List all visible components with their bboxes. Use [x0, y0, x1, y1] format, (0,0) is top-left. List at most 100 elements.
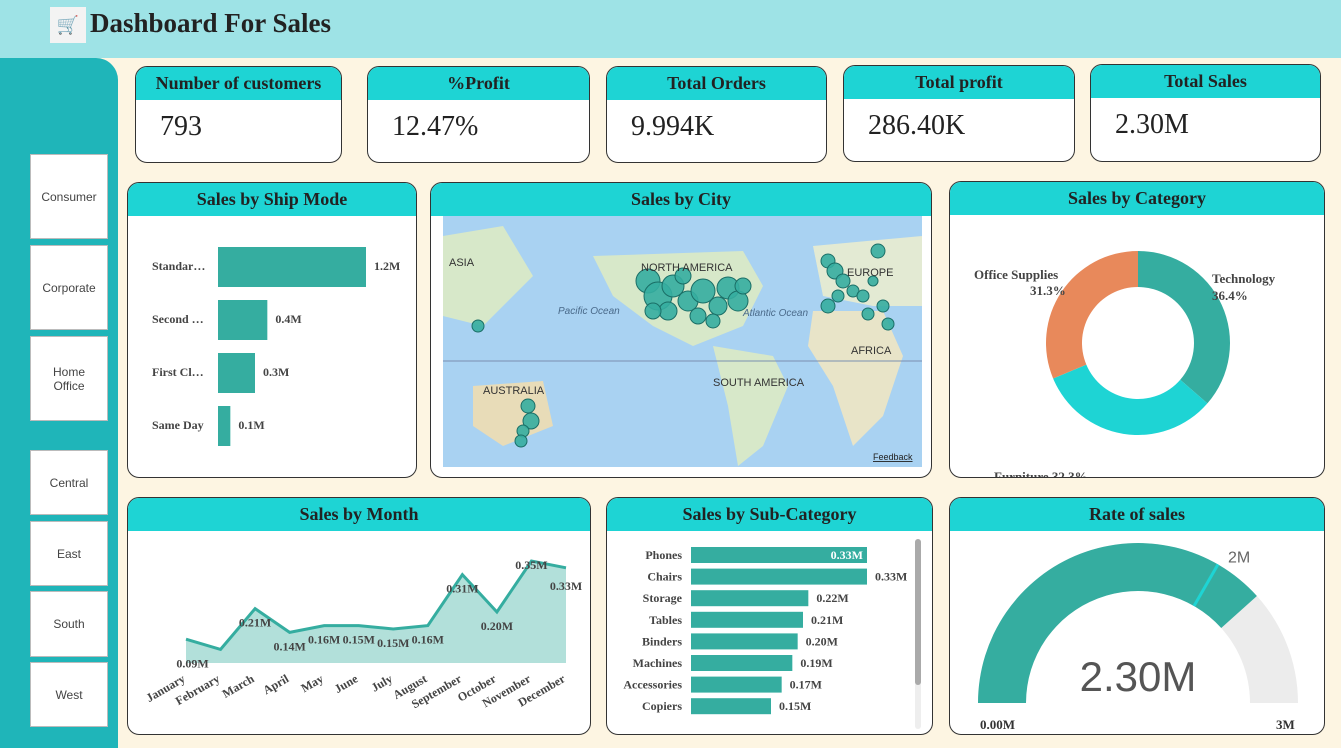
slicer-south[interactable]: South: [30, 591, 108, 657]
map-label-africa: AFRICA: [851, 345, 892, 357]
bar: [691, 633, 798, 650]
area-fill: [186, 561, 566, 663]
slicer-east[interactable]: East: [30, 521, 108, 586]
city-bubble: [644, 302, 662, 320]
chart-title: Sales by Ship Mode: [128, 183, 416, 216]
data-label: 0.31M: [446, 582, 478, 596]
bar: [218, 300, 268, 340]
slice-value-office-supplies: 31.3%: [1030, 283, 1066, 298]
city-bubble: [520, 398, 536, 414]
city-bubble: [705, 313, 721, 329]
city-bubble: [867, 275, 879, 287]
bar-category-label: Accessories: [623, 678, 682, 692]
data-label: 0.20M: [481, 619, 513, 633]
bar-category-label: Storage: [643, 591, 683, 605]
bar-category-label: Binders: [642, 634, 682, 648]
bar-value-label: 0.3M: [263, 365, 289, 379]
slice-label-office-supplies: Office Supplies: [974, 267, 1058, 282]
donut-slice-technology: [1138, 251, 1230, 404]
slicer-home-office[interactable]: Home Office: [30, 336, 108, 421]
sub-category-svg: Phones 0.33M Chairs 0.33M Storage 0.22M Tables…: [623, 539, 921, 729]
gauge-svg: 2M 2.30M 0.00M 3M: [978, 543, 1298, 732]
slicer-west[interactable]: West: [30, 662, 108, 727]
bar: [691, 547, 867, 563]
kpi-total-orders: Total Orders 9.994K: [606, 66, 827, 163]
chart-title: Sales by Sub-Category: [607, 498, 932, 531]
city-bubble: [674, 267, 692, 285]
header: 🛒 Dashboard For Sales: [0, 0, 1341, 58]
bar-value-label: 0.21M: [811, 613, 843, 627]
donut-slice-furniture: [1053, 364, 1208, 435]
city-bubble: [734, 277, 752, 295]
kpi-value: 2.30M: [1115, 109, 1189, 140]
gauge-min-label: 0.00M: [980, 717, 1015, 732]
chart-city-map: Sales by City NORTH AMERICA EUROPE ASIA …: [430, 182, 932, 478]
donut-slice-office-supplies: [1046, 251, 1138, 379]
gauge-target-label: 2M: [1228, 549, 1250, 566]
map-label-europe: EUROPE: [847, 267, 893, 279]
slicer-consumer[interactable]: Consumer: [30, 154, 108, 239]
bar-value-label: 1.2M: [374, 259, 400, 273]
data-label: 0.14M: [273, 639, 305, 653]
map-label-pacific: Pacific Ocean: [558, 306, 620, 317]
bar-category-label: Tables: [649, 613, 682, 627]
data-label: 0.16M: [308, 633, 340, 647]
map-label-south-america: SOUTH AMERICA: [713, 377, 805, 389]
city-bubble: [861, 307, 875, 321]
bar-value-label: 0.19M: [800, 656, 832, 670]
map-feedback-link[interactable]: Feedback: [873, 452, 913, 462]
map-label-north-america: NORTH AMERICA: [641, 262, 733, 274]
chart-category: Sales by Category Technology 36.4% Furnitu…: [949, 181, 1325, 478]
bar: [218, 353, 255, 393]
data-label: 0.16M: [412, 633, 444, 647]
bar-value-label: 0.22M: [816, 591, 848, 605]
kpi-value: 9.994K: [631, 111, 715, 142]
gauge-value: 2.30M: [1080, 653, 1197, 700]
slice-label-furniture: Furniture 32.3%: [994, 469, 1088, 478]
bar-value-label: 0.33M: [875, 570, 907, 584]
city-bubble: [514, 434, 528, 448]
land-south-america: [713, 346, 788, 466]
city-bubble: [835, 273, 851, 289]
bar: [218, 247, 366, 287]
x-tick-label: March: [220, 671, 257, 701]
slicer-central[interactable]: Central: [30, 450, 108, 515]
kpi-value: 793: [160, 111, 202, 142]
x-tick-label: April: [260, 671, 291, 697]
kpi-label: Total Sales: [1091, 65, 1320, 98]
gauge-target-marker: [1192, 563, 1220, 607]
bar: [691, 676, 782, 693]
bar-value-label: 0.4M: [275, 312, 301, 326]
slicer-corporate[interactable]: Corporate: [30, 245, 108, 330]
data-label: 0.21M: [239, 616, 271, 630]
city-bubble: [820, 298, 836, 314]
gauge-max-label: 3M: [1276, 717, 1295, 732]
data-label: 0.33M: [550, 579, 582, 593]
chart-month: Sales by Month January 0.09M February 0.21M…: [127, 497, 591, 735]
land-asia: [443, 226, 533, 326]
kpi-profit-percent: %Profit 12.47%: [367, 66, 590, 163]
data-label: 0.15M: [377, 636, 409, 650]
map[interactable]: NORTH AMERICA EUROPE ASIA AFRICA SOUTH A…: [443, 216, 922, 467]
scrollbar-thumb[interactable]: [915, 539, 921, 685]
kpi-customers: Number of customers 793: [135, 66, 342, 163]
map-label-australia: AUSTRALIA: [483, 385, 545, 397]
bar-category-label: Chairs: [647, 570, 682, 584]
city-bubble: [856, 289, 870, 303]
bar-category-label: Phones: [645, 548, 682, 562]
bar-value-label: 0.33M: [831, 548, 863, 562]
data-label: 0.35M: [515, 558, 547, 572]
slice-label-technology: Technology: [1212, 271, 1276, 286]
land-australia: [473, 381, 553, 446]
slice-value-technology: 36.4%: [1212, 288, 1248, 303]
kpi-total-profit: Total profit 286.40K: [843, 65, 1075, 162]
city-bubble: [881, 317, 895, 331]
kpi-value: 286.40K: [868, 110, 966, 141]
gauge-fill: [978, 543, 1257, 703]
city-bubble: [831, 289, 845, 303]
page-title: Dashboard For Sales: [90, 8, 332, 38]
category-donut-svg: Technology 36.4% Furniture 32.3% Office Sup…: [974, 251, 1276, 478]
kpi-label: Total Orders: [607, 67, 826, 100]
city-bubble: [690, 278, 716, 304]
bar-value-label: 0.1M: [238, 418, 264, 432]
